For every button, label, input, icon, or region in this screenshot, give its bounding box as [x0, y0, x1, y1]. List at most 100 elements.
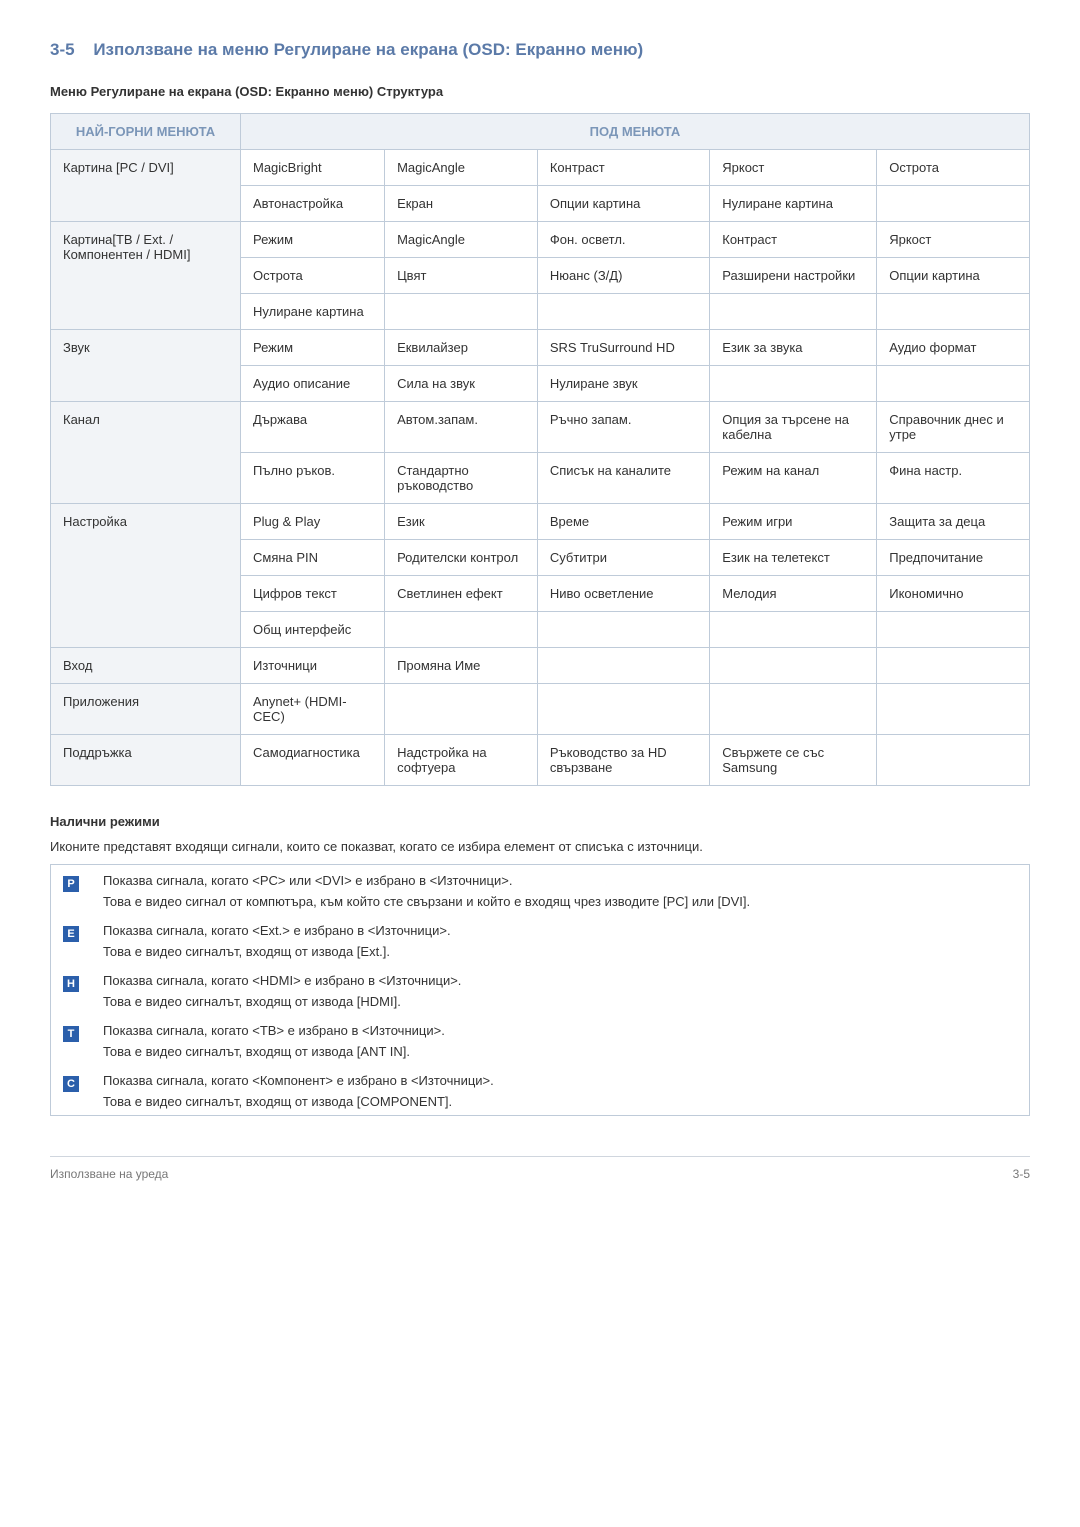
table-cell	[877, 186, 1030, 222]
table-cell: Ръководство за HD свързване	[537, 735, 709, 786]
table-cell: Справочник днес и утре	[877, 402, 1030, 453]
modes-table: P Показва сигнала, когато <PC> или <DVI>…	[50, 864, 1030, 1116]
table-row: Картина[ТВ / Ext. / Компонентен / HDMI] …	[51, 222, 1030, 258]
footer-left: Използване на уреда	[50, 1167, 168, 1181]
table-row: Приложения Anynet+ (HDMI-CEC)	[51, 684, 1030, 735]
mode-line-1: Показва сигнала, когато <HDMI> е избрано…	[103, 973, 1017, 988]
table-cell	[537, 612, 709, 648]
mode-line-1: Показва сигнала, когато <PC> или <DVI> е…	[103, 873, 1017, 888]
table-cell	[877, 684, 1030, 735]
table-cell: Аудио описание	[241, 366, 385, 402]
table-cell: Еквилайзер	[385, 330, 538, 366]
table-cell: Разширени настройки	[710, 258, 877, 294]
page-footer: Използване на уреда 3-5	[50, 1156, 1030, 1181]
mode-row: T Показва сигнала, когато <ТВ> е избрано…	[51, 1015, 1030, 1065]
table-cell	[537, 294, 709, 330]
row-header: Звук	[51, 330, 241, 402]
table-cell: Яркост	[877, 222, 1030, 258]
table-cell: Фина настр.	[877, 453, 1030, 504]
row-header: Картина[ТВ / Ext. / Компонентен / HDMI]	[51, 222, 241, 330]
mode-text-cell: Показва сигнала, когато <HDMI> е избрано…	[91, 965, 1030, 1015]
table-cell: Опции картина	[537, 186, 709, 222]
mode-text-cell: Показва сигнала, когато <PC> или <DVI> е…	[91, 865, 1030, 916]
table-cell: Екран	[385, 186, 538, 222]
table-cell	[877, 294, 1030, 330]
table-cell: Нулиране звук	[537, 366, 709, 402]
mode-line-2: Това е видео сигналът, входящ от извода …	[103, 1094, 1017, 1109]
mode-line-2: Това е видео сигналът, входящ от извода …	[103, 944, 1017, 959]
table-cell: Време	[537, 504, 709, 540]
mode-icon-cell: P	[51, 865, 92, 916]
table-cell: Светлинен ефект	[385, 576, 538, 612]
row-header: Поддръжка	[51, 735, 241, 786]
row-header: Настройка	[51, 504, 241, 648]
mode-line-1: Показва сигнала, когато <Компонент> е из…	[103, 1073, 1017, 1088]
table-cell	[710, 648, 877, 684]
table-cell: Източници	[241, 648, 385, 684]
section-number: 3-5	[50, 40, 75, 59]
table-cell: Аудио формат	[877, 330, 1030, 366]
mode-line-1: Показва сигнала, когато <ТВ> е избрано в…	[103, 1023, 1017, 1038]
table-cell	[537, 684, 709, 735]
table-row: Звук Режим Еквилайзер SRS TruSurround HD…	[51, 330, 1030, 366]
table-cell: MagicAngle	[385, 150, 538, 186]
mode-icon-cell: H	[51, 965, 92, 1015]
table-cell: Фон. осветл.	[537, 222, 709, 258]
section-title-text: Използване на меню Регулиране на екрана …	[93, 40, 643, 59]
table-cell: Защита за деца	[877, 504, 1030, 540]
table-cell: Опции картина	[877, 258, 1030, 294]
table-cell: Режим	[241, 330, 385, 366]
table-cell: Стандартно ръководство	[385, 453, 538, 504]
table-cell: Ниво осветление	[537, 576, 709, 612]
mode-row: H Показва сигнала, когато <HDMI> е избра…	[51, 965, 1030, 1015]
table-cell: Plug & Play	[241, 504, 385, 540]
row-header: Канал	[51, 402, 241, 504]
table-cell: MagicBright	[241, 150, 385, 186]
table-row: Вход Източници Промяна Име	[51, 648, 1030, 684]
table-cell: Самодиагностика	[241, 735, 385, 786]
section-title: 3-5 Използване на меню Регулиране на екр…	[50, 40, 1030, 60]
mode-line-2: Това е видео сигнал от компютъра, към ко…	[103, 894, 1017, 909]
table-cell	[537, 648, 709, 684]
row-header: Приложения	[51, 684, 241, 735]
table-cell: SRS TruSurround HD	[537, 330, 709, 366]
table-cell: Предпочитание	[877, 540, 1030, 576]
modes-heading: Налични режими	[50, 814, 1030, 829]
table-cell: Субтитри	[537, 540, 709, 576]
row-header: Картина [PC / DVI]	[51, 150, 241, 222]
mode-icon-cell: T	[51, 1015, 92, 1065]
table-cell: Опция за търсене на кабелна	[710, 402, 877, 453]
mode-line-1: Показва сигнала, когато <Ext.> е избрано…	[103, 923, 1017, 938]
mode-c-icon: C	[63, 1076, 79, 1092]
table-cell	[385, 612, 538, 648]
table-cell: Нулиране картина	[710, 186, 877, 222]
mode-row: E Показва сигнала, когато <Ext.> е избра…	[51, 915, 1030, 965]
row-header: Вход	[51, 648, 241, 684]
mode-line-2: Това е видео сигналът, входящ от извода …	[103, 1044, 1017, 1059]
table-cell	[710, 366, 877, 402]
menu-structure-table: НАЙ-ГОРНИ МЕНЮТА ПОД МЕНЮТА Картина [PC …	[50, 113, 1030, 786]
table-cell: Родителски контрол	[385, 540, 538, 576]
table-header-sub: ПОД МЕНЮТА	[241, 114, 1030, 150]
table-cell: Свържете се със Samsung	[710, 735, 877, 786]
table-cell	[385, 294, 538, 330]
mode-p-icon: P	[63, 876, 79, 892]
mode-row: P Показва сигнала, когато <PC> или <DVI>…	[51, 865, 1030, 916]
mode-e-icon: E	[63, 926, 79, 942]
mode-icon-cell: C	[51, 1065, 92, 1116]
table-cell: Списък на каналите	[537, 453, 709, 504]
mode-h-icon: H	[63, 976, 79, 992]
mode-line-2: Това е видео сигналът, входящ от извода …	[103, 994, 1017, 1009]
table-cell	[710, 684, 877, 735]
table-cell	[877, 366, 1030, 402]
table-cell: Надстройка на софтуера	[385, 735, 538, 786]
table-cell	[877, 648, 1030, 684]
table-cell: Цифров текст	[241, 576, 385, 612]
table-cell: Anynet+ (HDMI-CEC)	[241, 684, 385, 735]
table-cell	[877, 735, 1030, 786]
table-cell	[385, 684, 538, 735]
mode-icon-cell: E	[51, 915, 92, 965]
table-cell: Смяна PIN	[241, 540, 385, 576]
mode-text-cell: Показва сигнала, когато <ТВ> е избрано в…	[91, 1015, 1030, 1065]
table-cell: Цвят	[385, 258, 538, 294]
